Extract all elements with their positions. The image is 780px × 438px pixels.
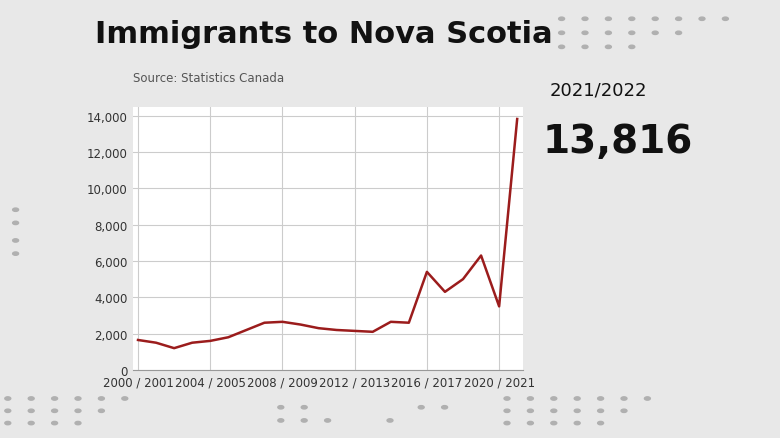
Text: 2021/2022: 2021/2022 [550,81,647,99]
Text: Source: Statistics Canada: Source: Statistics Canada [133,72,284,85]
Text: Immigrants to Nova Scotia: Immigrants to Nova Scotia [95,20,552,49]
Text: 13,816: 13,816 [542,123,693,161]
